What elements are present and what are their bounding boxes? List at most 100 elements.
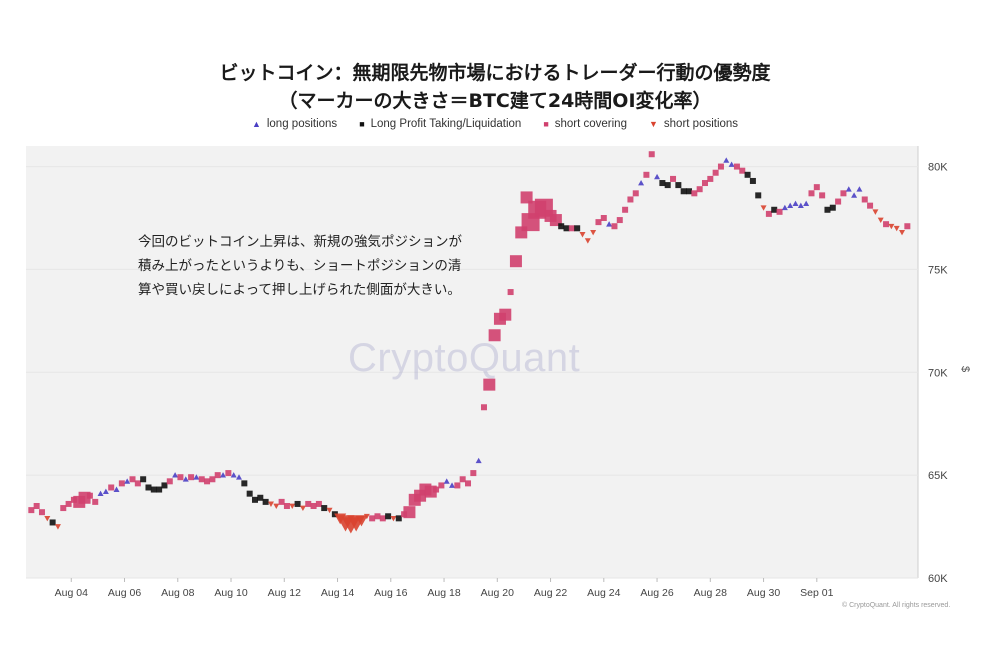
legend-item-short-positions[interactable]: ▼ short positions — [649, 118, 738, 130]
short-covering-marker — [840, 190, 847, 197]
long-position-marker — [443, 478, 450, 484]
square-icon: ■ — [543, 118, 549, 129]
x-tick-label: Aug 26 — [640, 587, 673, 599]
short-position-marker — [590, 230, 597, 236]
short-covering-marker — [225, 470, 232, 477]
short-covering-marker — [310, 503, 317, 509]
legend-item-long-profit-taking[interactable]: ■ Long Profit Taking/Liquidation — [359, 118, 521, 130]
long-profit-taking-marker — [262, 498, 269, 505]
long-profit-taking-marker — [251, 496, 258, 503]
long-position-marker — [606, 221, 613, 227]
long-profit-taking-marker — [829, 204, 836, 211]
long-profit-taking-marker — [395, 515, 402, 522]
short-covering-marker — [813, 184, 820, 191]
annotation-line: 算や買い戻しによって押し上げられた側面が大きい。 — [138, 282, 461, 298]
short-position-marker — [267, 501, 274, 507]
x-tick-label: Aug 12 — [268, 587, 301, 599]
long-position-marker — [172, 472, 179, 478]
long-position-marker — [102, 488, 109, 494]
short-covering-marker — [622, 206, 629, 213]
short-covering-marker — [819, 192, 826, 199]
short-covering-marker — [379, 515, 386, 522]
long-profit-taking-marker — [150, 486, 157, 493]
annotation-line: 積み上がったというよりも、ショートポジションの清 — [138, 258, 462, 274]
short-position-marker — [872, 209, 879, 215]
x-axis-ticks: Aug 04 Aug 06 Aug 08 Aug 10 Aug 12 Aug 14 Aug … — [55, 578, 834, 599]
x-tick-label: Aug 04 — [55, 587, 88, 599]
short-covering-marker — [483, 378, 496, 391]
short-covering-marker — [616, 217, 623, 224]
legend-label: short covering — [554, 118, 627, 130]
chart-annotation: 今回のビットコイン上昇は、新規の強気ポジションが 積み上がったというよりも、ショ… — [138, 230, 528, 302]
legend-item-short-covering[interactable]: ■ short covering — [543, 118, 627, 130]
long-profit-taking-marker — [161, 482, 168, 489]
short-covering-marker — [108, 484, 115, 491]
long-profit-taking-marker — [664, 182, 671, 189]
short-covering-marker — [520, 191, 533, 204]
short-covering-marker — [369, 515, 376, 522]
short-covering-marker — [188, 474, 195, 481]
short-covering-marker — [118, 480, 125, 487]
x-tick-label: Aug 28 — [694, 587, 727, 599]
long-profit-taking-marker — [755, 192, 762, 199]
short-covering-marker — [691, 190, 698, 197]
short-covering-marker — [808, 190, 815, 197]
short-position-marker — [888, 223, 895, 230]
short-covering-marker — [129, 476, 136, 483]
x-tick-label: Aug 10 — [214, 587, 247, 599]
y-tick-label: 80K — [928, 162, 948, 174]
short-covering-marker — [627, 196, 634, 203]
triangle-down-icon: ▼ — [648, 118, 658, 129]
x-tick-label: Aug 24 — [587, 587, 620, 599]
long-position-marker — [449, 482, 456, 488]
short-covering-marker — [707, 175, 714, 182]
short-covering-marker — [480, 404, 487, 411]
long-position-marker — [792, 200, 799, 206]
long-position-marker — [851, 192, 858, 198]
y-tick-label: 75K — [928, 264, 948, 276]
long-position-marker — [728, 161, 735, 167]
short-covering-marker — [670, 175, 677, 182]
watermark-logo: CryptoQuant — [348, 336, 581, 380]
short-position-marker — [54, 524, 61, 530]
long-profit-taking-marker — [385, 513, 392, 520]
long-profit-taking-marker — [257, 494, 264, 501]
short-covering-marker — [600, 215, 607, 221]
short-covering-marker — [717, 163, 724, 170]
long-position-marker — [845, 186, 852, 192]
short-covering-marker — [701, 180, 708, 187]
short-covering-marker — [648, 151, 655, 158]
short-covering-marker — [454, 482, 461, 489]
x-tick-label: Aug 18 — [427, 587, 460, 599]
short-covering-marker — [509, 255, 522, 268]
short-covering-marker — [739, 167, 746, 174]
short-position-marker — [579, 232, 586, 238]
legend-label: short positions — [663, 118, 739, 130]
chart-title-line2: （マーカーの大きさ＝BTC建て24時間OI変化率） — [278, 90, 712, 112]
long-position-marker — [723, 157, 730, 163]
square-icon: ■ — [359, 118, 365, 129]
long-position-marker — [220, 472, 227, 478]
long-position-marker — [230, 472, 237, 478]
long-profit-taking-marker — [49, 519, 56, 526]
short-covering-marker — [38, 509, 45, 516]
short-covering-marker — [86, 492, 93, 499]
short-covering-marker — [374, 513, 381, 520]
short-covering-marker — [595, 219, 602, 226]
long-position-marker — [654, 173, 661, 180]
short-position-marker — [877, 217, 884, 224]
short-covering-marker — [465, 480, 472, 487]
annotation-line: 今回のビットコイン上昇は、新規の強気ポジションが — [138, 234, 462, 250]
chart-legend: ▲ long positions ■ Long Profit Taking/Li… — [0, 118, 990, 130]
short-covering-marker — [568, 225, 575, 232]
short-covering-marker — [278, 498, 285, 505]
short-covering-marker — [315, 500, 322, 507]
short-covering-marker — [499, 308, 512, 321]
long-position-marker — [182, 476, 189, 482]
short-covering-marker — [696, 186, 703, 193]
legend-item-long-positions[interactable]: ▲ long positions — [252, 118, 337, 130]
long-position-marker — [236, 474, 243, 480]
short-covering-marker — [177, 474, 184, 481]
long-profit-taking-marker — [675, 182, 682, 189]
x-tick-label: Aug 22 — [534, 587, 567, 599]
